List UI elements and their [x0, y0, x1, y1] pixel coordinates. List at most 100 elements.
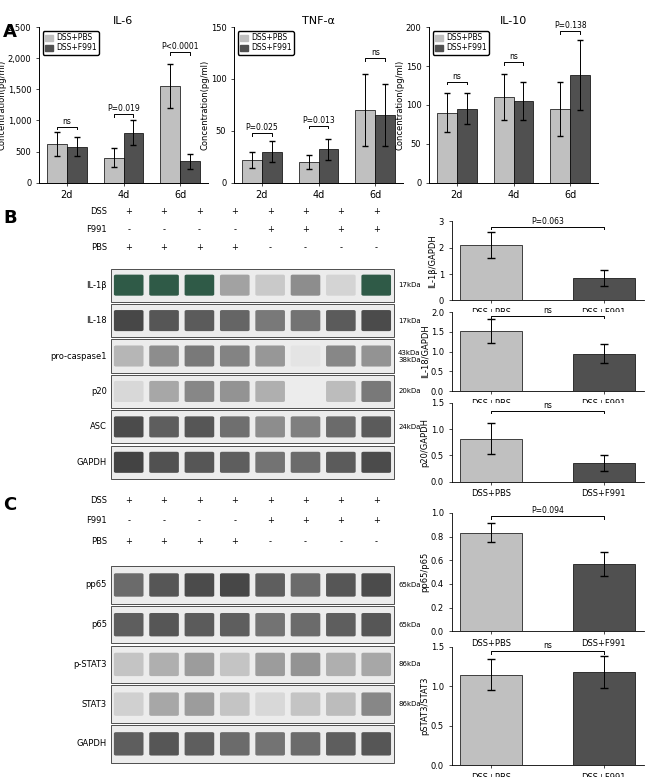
- Y-axis label: pp65/p65: pp65/p65: [421, 552, 430, 592]
- Text: -: -: [198, 225, 201, 234]
- Text: ns: ns: [543, 641, 552, 650]
- Text: +: +: [125, 537, 132, 546]
- FancyBboxPatch shape: [255, 613, 285, 636]
- Text: 86kDa: 86kDa: [398, 661, 421, 667]
- Text: PBS: PBS: [91, 537, 107, 546]
- Bar: [571, 75, 590, 183]
- Text: -: -: [339, 243, 343, 253]
- Text: F991: F991: [86, 225, 107, 234]
- Bar: [181, 162, 200, 183]
- FancyBboxPatch shape: [185, 653, 215, 676]
- Text: ns: ns: [509, 52, 518, 61]
- FancyBboxPatch shape: [185, 451, 215, 473]
- FancyBboxPatch shape: [361, 732, 391, 755]
- FancyBboxPatch shape: [114, 653, 144, 676]
- Text: -: -: [304, 243, 307, 253]
- Text: -: -: [233, 517, 237, 525]
- FancyBboxPatch shape: [361, 346, 391, 367]
- Text: P=0.138: P=0.138: [554, 21, 587, 30]
- Text: PBS: PBS: [91, 243, 107, 253]
- Bar: [298, 162, 318, 183]
- FancyBboxPatch shape: [114, 573, 144, 597]
- FancyBboxPatch shape: [114, 381, 144, 402]
- Bar: [456, 109, 476, 183]
- Text: +: +: [266, 225, 274, 234]
- Bar: [111, 446, 394, 479]
- Text: +: +: [337, 496, 345, 505]
- Title: IL-10: IL-10: [500, 16, 527, 26]
- FancyBboxPatch shape: [114, 451, 144, 473]
- Text: +: +: [196, 537, 203, 546]
- Text: -: -: [127, 517, 130, 525]
- Bar: [103, 158, 124, 183]
- Bar: [161, 86, 181, 183]
- FancyBboxPatch shape: [326, 653, 356, 676]
- Text: -: -: [268, 537, 272, 546]
- FancyBboxPatch shape: [220, 416, 250, 437]
- Bar: [111, 646, 394, 683]
- FancyBboxPatch shape: [291, 451, 320, 473]
- FancyBboxPatch shape: [220, 346, 250, 367]
- FancyBboxPatch shape: [114, 310, 144, 331]
- Text: A: A: [3, 23, 17, 41]
- Bar: [376, 115, 395, 183]
- FancyBboxPatch shape: [255, 416, 285, 437]
- FancyBboxPatch shape: [326, 732, 356, 755]
- FancyBboxPatch shape: [185, 346, 215, 367]
- Bar: [573, 564, 635, 631]
- Bar: [111, 375, 394, 408]
- FancyBboxPatch shape: [185, 274, 215, 296]
- FancyBboxPatch shape: [185, 381, 215, 402]
- FancyBboxPatch shape: [185, 692, 215, 716]
- Text: -: -: [162, 517, 166, 525]
- Bar: [460, 331, 523, 391]
- Text: DSS: DSS: [90, 207, 107, 216]
- Bar: [460, 674, 523, 765]
- Bar: [111, 410, 394, 444]
- FancyBboxPatch shape: [114, 613, 144, 636]
- Text: ns: ns: [371, 48, 380, 57]
- Text: C: C: [3, 497, 16, 514]
- Bar: [493, 97, 514, 183]
- Text: +: +: [125, 243, 132, 253]
- Text: 17kDa: 17kDa: [398, 318, 421, 323]
- Bar: [573, 278, 635, 301]
- FancyBboxPatch shape: [326, 451, 356, 473]
- Bar: [66, 147, 86, 183]
- Text: +: +: [337, 207, 345, 216]
- Y-axis label: Concentration(pg/ml): Concentration(pg/ml): [395, 60, 404, 150]
- Bar: [356, 110, 376, 183]
- Text: +: +: [125, 207, 132, 216]
- Bar: [111, 606, 394, 643]
- Bar: [460, 438, 523, 482]
- Text: +: +: [231, 243, 238, 253]
- Bar: [573, 672, 635, 765]
- Text: P=0.025: P=0.025: [245, 123, 278, 132]
- FancyBboxPatch shape: [220, 381, 250, 402]
- Y-axis label: IL-18/GAPDH: IL-18/GAPDH: [421, 325, 430, 378]
- Text: P=0.094: P=0.094: [531, 507, 564, 515]
- Bar: [551, 109, 571, 183]
- Text: 86kDa: 86kDa: [398, 701, 421, 707]
- FancyBboxPatch shape: [291, 310, 320, 331]
- FancyBboxPatch shape: [326, 573, 356, 597]
- Legend: DSS+PBS, DSS+F991: DSS+PBS, DSS+F991: [238, 31, 294, 54]
- FancyBboxPatch shape: [220, 310, 250, 331]
- Text: +: +: [373, 207, 380, 216]
- Text: +: +: [266, 207, 274, 216]
- FancyBboxPatch shape: [220, 732, 250, 755]
- Y-axis label: Concentration(pg/ml): Concentration(pg/ml): [200, 60, 209, 150]
- Text: P=0.063: P=0.063: [531, 217, 564, 226]
- FancyBboxPatch shape: [326, 274, 356, 296]
- Bar: [111, 725, 394, 762]
- Text: +: +: [231, 496, 238, 505]
- Text: pro-caspase1: pro-caspase1: [50, 351, 107, 361]
- Bar: [111, 566, 394, 604]
- Text: -: -: [268, 243, 272, 253]
- Text: P=0.013: P=0.013: [302, 116, 335, 125]
- Text: 43kDa
38kDa: 43kDa 38kDa: [398, 350, 421, 363]
- FancyBboxPatch shape: [255, 692, 285, 716]
- Text: 65kDa: 65kDa: [398, 582, 421, 588]
- Text: +: +: [302, 496, 309, 505]
- FancyBboxPatch shape: [150, 692, 179, 716]
